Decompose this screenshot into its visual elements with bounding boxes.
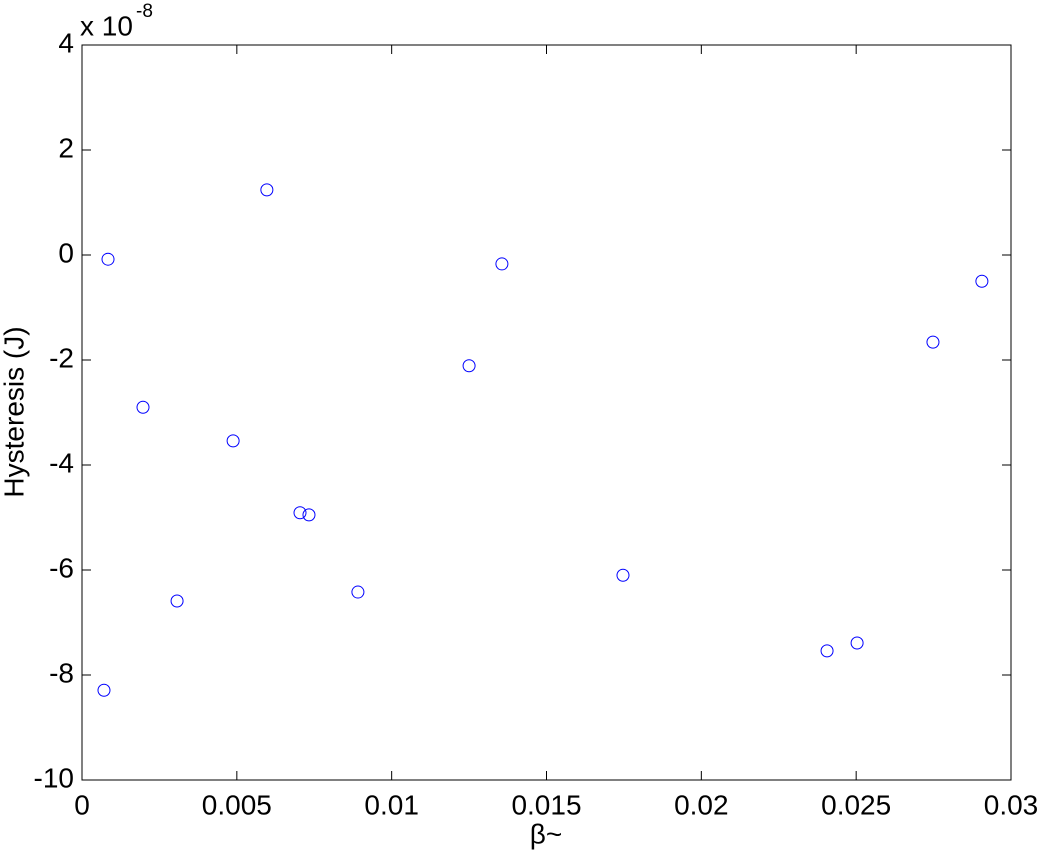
point	[97, 683, 111, 697]
point	[260, 183, 274, 197]
y-tick-label: -4	[49, 447, 74, 478]
point	[136, 400, 150, 414]
y-tick-label: -8	[49, 657, 74, 688]
point	[293, 506, 307, 520]
y-tick-label: 4	[58, 27, 74, 58]
x-tick-label: 0.03	[984, 789, 1039, 820]
point	[101, 252, 115, 266]
point	[351, 585, 365, 599]
point	[226, 434, 240, 448]
y-multiplier-exponent: -8	[136, 1, 153, 22]
point	[820, 644, 834, 658]
point	[616, 568, 630, 582]
point	[302, 508, 316, 522]
point	[850, 636, 864, 650]
y-tick-label: 0	[58, 237, 74, 268]
x-axis-label: β~	[530, 818, 562, 849]
point	[170, 594, 184, 608]
point	[462, 359, 476, 373]
x-tick-label: 0.01	[364, 789, 419, 820]
x-tick-label: 0.025	[821, 789, 891, 820]
x-tick-label: 0.005	[202, 789, 272, 820]
y-tick-label: -2	[49, 342, 74, 373]
x-tick-label: 0.015	[511, 789, 581, 820]
x-tick-label: 0.02	[674, 789, 729, 820]
y-tick-label: -10	[34, 762, 74, 793]
y-axis-label: Hysteresis (J)	[0, 326, 29, 497]
point	[975, 274, 989, 288]
point	[495, 257, 509, 271]
x-tick-label: 0	[74, 789, 90, 820]
y-tick-label: 2	[58, 132, 74, 163]
y-tick-label: -6	[49, 552, 74, 583]
y-multiplier: x 10	[80, 10, 133, 41]
plot-frame	[81, 44, 1012, 781]
point	[926, 335, 940, 349]
